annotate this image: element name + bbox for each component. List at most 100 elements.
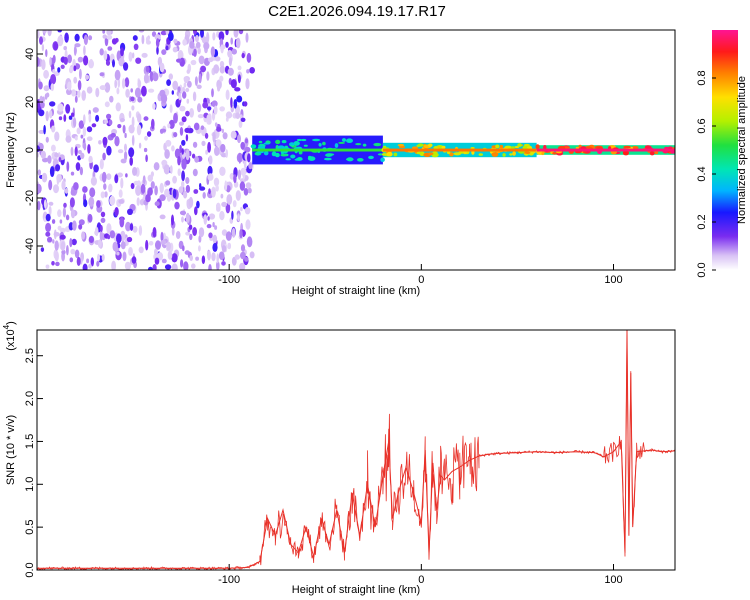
snr-ylabel: SNR (10 * v/v)	[5, 415, 17, 485]
noise-cell	[214, 56, 221, 62]
noise-cell	[225, 111, 233, 119]
noise-cell	[128, 147, 135, 158]
noise-cell	[47, 236, 53, 243]
noise-cell	[121, 78, 126, 89]
noise-cell	[43, 199, 47, 209]
noise-cell	[141, 52, 148, 58]
noise-cell	[151, 31, 157, 37]
noise-cell	[74, 249, 80, 259]
noise-cell	[38, 109, 45, 117]
colorbar-tick-label: 0.6	[696, 118, 708, 133]
noise-cell	[88, 59, 94, 69]
noise-cell	[137, 113, 142, 123]
noise-cell	[221, 261, 226, 266]
noise-cell	[167, 250, 173, 260]
noise-cell	[125, 88, 130, 98]
noise-cell	[99, 230, 103, 242]
noise-cell	[109, 195, 116, 206]
noise-cell	[94, 226, 99, 237]
noise-cell	[77, 56, 84, 63]
noise-cell	[239, 181, 246, 191]
noise-cell	[81, 231, 86, 240]
noise-cell	[88, 113, 92, 123]
noise-cell	[238, 30, 244, 35]
signal-cell	[622, 150, 630, 156]
noise-cell	[74, 33, 80, 42]
noise-cell	[208, 57, 214, 63]
noise-cell	[124, 151, 128, 161]
noise-cell	[227, 67, 234, 76]
noise-cell	[213, 105, 218, 115]
noise-cell	[219, 106, 225, 112]
noise-cell	[101, 171, 107, 183]
noise-cell	[142, 175, 146, 185]
signal-cell	[289, 142, 295, 146]
signal-cell	[631, 146, 639, 150]
noise-cell	[57, 30, 62, 33]
noise-cell	[49, 56, 52, 66]
noise-cell	[68, 115, 73, 120]
noise-cell	[155, 38, 160, 48]
noise-cell	[120, 47, 124, 57]
noise-cell	[83, 142, 87, 151]
noise-cell	[212, 131, 216, 143]
noise-cell	[88, 196, 95, 207]
noise-cell	[43, 124, 46, 135]
noise-cell	[45, 49, 48, 58]
noise-cell	[244, 257, 249, 262]
noise-cell	[204, 132, 209, 139]
noise-cell	[183, 76, 189, 84]
noise-cell	[137, 96, 143, 103]
noise-cell	[145, 65, 150, 73]
snr-ticks: -100 0 100 0.0 0.5 1.0 1.5 2.0 2.5	[24, 348, 623, 586]
noise-cell	[175, 231, 181, 239]
noise-cell	[235, 190, 241, 201]
noise-cell	[151, 118, 155, 130]
noise-cell	[185, 87, 190, 93]
signal-cell	[338, 141, 346, 144]
noise-cell	[84, 74, 90, 80]
noise-cell	[70, 209, 76, 219]
noise-cell	[189, 108, 195, 118]
signal-cell	[281, 140, 287, 144]
noise-cell	[49, 101, 56, 107]
noise-cell	[246, 69, 250, 74]
noise-cell	[182, 245, 185, 252]
noise-cell	[37, 56, 40, 67]
noise-cell	[237, 213, 240, 222]
noise-cell	[161, 258, 167, 264]
noise-cell	[118, 199, 125, 204]
noise-cell	[133, 180, 140, 186]
noise-cell	[47, 30, 52, 37]
noise-cell	[88, 236, 94, 243]
noise-cell	[148, 88, 155, 93]
noise-cell	[213, 64, 220, 74]
noise-cell	[163, 164, 170, 175]
noise-cell	[230, 130, 237, 139]
noise-cell	[135, 57, 142, 64]
noise-cell	[95, 114, 100, 122]
noise-cell	[55, 261, 60, 267]
noise-cell	[216, 126, 222, 132]
noise-cell	[100, 225, 103, 232]
signal-cell	[499, 144, 504, 149]
noise-cell	[37, 30, 40, 39]
noise-cell	[149, 71, 154, 82]
noise-cell	[205, 149, 209, 155]
noise-cell	[245, 182, 252, 189]
noise-cell	[208, 155, 213, 165]
noise-cell	[54, 240, 59, 251]
signal-cell	[535, 144, 540, 150]
noise-cell	[144, 135, 148, 141]
noise-cell	[49, 166, 55, 178]
noise-cell	[207, 106, 212, 111]
noise-cell	[138, 225, 143, 236]
noise-cell	[235, 37, 241, 49]
noise-cell	[241, 52, 245, 59]
ytick-label: 0	[24, 147, 36, 153]
noise-cell	[117, 149, 124, 154]
noise-cell	[129, 223, 134, 231]
noise-cell	[136, 124, 142, 136]
noise-cell	[86, 126, 93, 133]
noise-cell	[242, 169, 246, 180]
